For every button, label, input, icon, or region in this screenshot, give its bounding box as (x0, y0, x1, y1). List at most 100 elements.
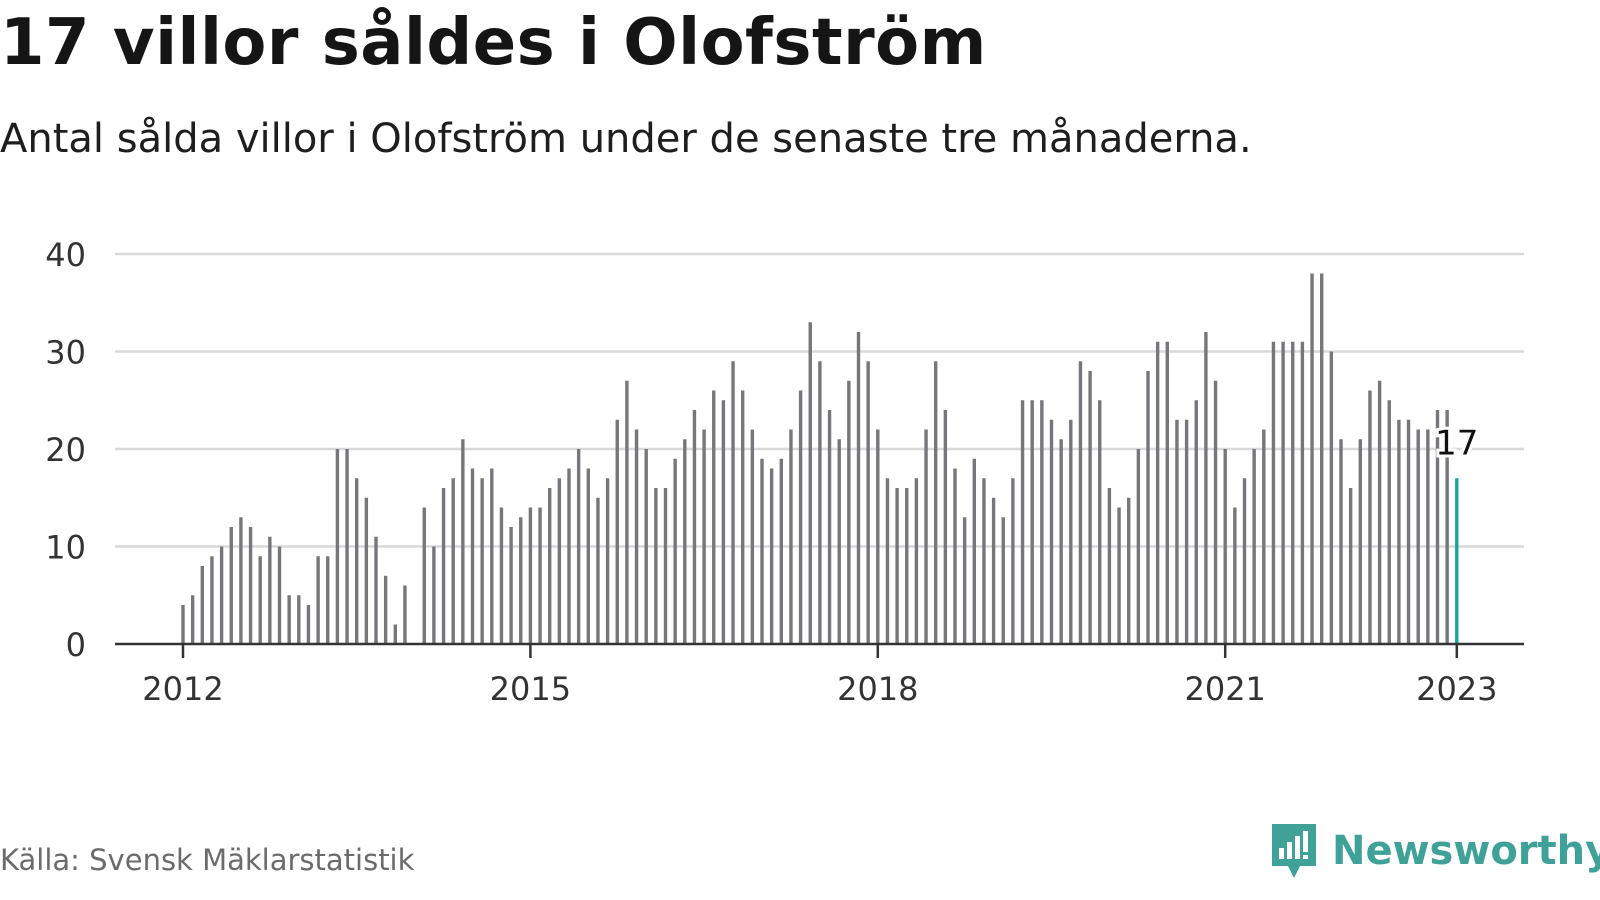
bar-chart: 0 10 20 30 40 2012 2015 2018 2021 2023 17 (45, 236, 1524, 708)
bar (798, 390, 803, 644)
bar (1049, 419, 1054, 644)
bar (1030, 400, 1034, 644)
bar (673, 458, 677, 644)
chart-subtitle: Antal sålda villor i Olofström under de … (0, 116, 1252, 162)
bar (1358, 439, 1362, 644)
bar (586, 468, 590, 644)
bar (1426, 429, 1430, 644)
bar (827, 410, 832, 644)
bar (229, 527, 233, 644)
bar (731, 361, 735, 644)
bar (1059, 439, 1063, 644)
bar (355, 478, 359, 644)
bar (461, 439, 465, 644)
bar (683, 439, 687, 644)
bar (1397, 419, 1401, 644)
x-tick-label: 2012 (142, 670, 223, 708)
newsworthy-logo-text: Newsworthy (1332, 828, 1600, 874)
bar (818, 361, 822, 644)
bar (1445, 410, 1449, 644)
bar (625, 380, 629, 644)
bar (364, 497, 369, 644)
bar (1001, 517, 1005, 644)
bar (750, 429, 755, 644)
bar (1098, 400, 1102, 644)
y-tick-label: 10 (45, 529, 86, 567)
bar (277, 546, 282, 644)
bar (634, 429, 639, 644)
bar (1416, 429, 1420, 644)
y-axis-ticks: 0 10 20 30 40 (45, 236, 86, 664)
bar (1069, 419, 1073, 644)
bar (383, 575, 388, 644)
bar (441, 488, 446, 644)
bar (287, 595, 291, 644)
bar (895, 488, 899, 644)
bar (924, 429, 928, 644)
bar (422, 507, 426, 644)
bar (1339, 439, 1343, 644)
x-tick-label: 2018 (837, 670, 918, 708)
bar (789, 429, 793, 644)
bar (953, 468, 957, 644)
bar (721, 400, 726, 644)
bar (1040, 400, 1044, 644)
bar (1377, 380, 1382, 644)
bar (1368, 390, 1372, 644)
bar (345, 449, 349, 644)
x-tick-label: 2021 (1184, 670, 1265, 708)
bar (1406, 419, 1411, 644)
bar (769, 468, 774, 644)
bar (934, 361, 938, 644)
bar (248, 527, 253, 644)
bar (1387, 400, 1391, 644)
x-tick-label: 2023 (1416, 670, 1497, 708)
bar (702, 429, 706, 644)
bar (239, 517, 243, 644)
newsworthy-logo[interactable]: Newsworthy (1268, 820, 1600, 882)
bar (190, 595, 195, 644)
bar (741, 390, 745, 644)
bar (808, 322, 812, 644)
bar (519, 517, 523, 644)
bar (779, 458, 783, 644)
bar-highlight (1455, 478, 1459, 644)
bar (1435, 410, 1440, 644)
bar (1184, 419, 1189, 644)
newsworthy-logo-icon (1272, 824, 1316, 878)
bar (1011, 478, 1015, 644)
bar (200, 566, 204, 644)
bar (268, 536, 272, 644)
bar (692, 410, 697, 644)
bar (1233, 507, 1237, 644)
bar (258, 556, 262, 644)
bar (181, 605, 185, 644)
y-tick-label: 30 (45, 334, 86, 372)
data-label: 17 (1435, 423, 1478, 463)
bar (538, 507, 542, 644)
bar (663, 488, 668, 644)
bar (982, 478, 986, 644)
x-tick-label: 2015 (490, 670, 571, 708)
bar (326, 556, 330, 644)
bar (1320, 273, 1324, 644)
bar (1127, 497, 1131, 644)
bar (1262, 429, 1266, 644)
bar (615, 419, 619, 644)
bar (576, 449, 581, 644)
bar (480, 478, 484, 644)
bar (1348, 488, 1353, 644)
bar (548, 488, 552, 644)
bar (403, 585, 407, 644)
bar (210, 556, 214, 644)
bar (991, 497, 996, 644)
y-tick-label: 20 (45, 431, 86, 469)
bar (1223, 449, 1227, 644)
bar (962, 517, 967, 644)
bar (1242, 478, 1247, 644)
bar (499, 507, 504, 644)
bar (1088, 371, 1092, 644)
bar (393, 624, 397, 644)
bar (943, 410, 948, 644)
bar (451, 478, 455, 644)
